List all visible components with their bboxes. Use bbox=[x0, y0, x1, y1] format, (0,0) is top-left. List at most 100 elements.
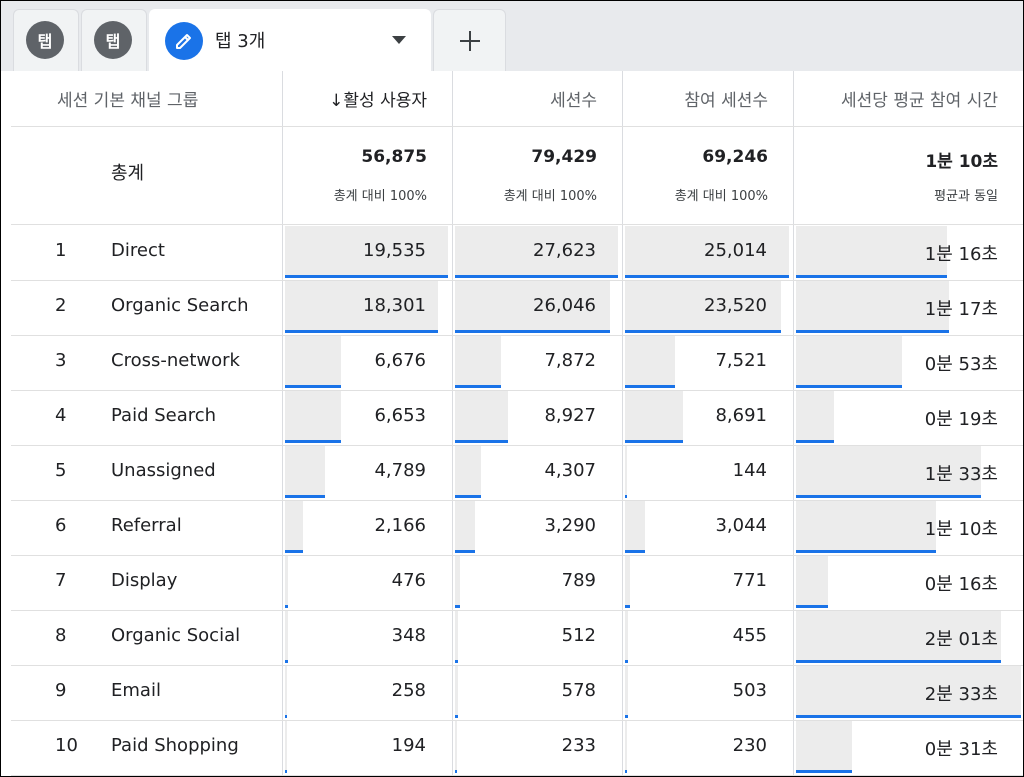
avg-engagement-cell: 2분 01초 bbox=[794, 611, 1023, 665]
row-divider bbox=[11, 720, 1023, 721]
avg-engagement-cell: 1분 17초 bbox=[794, 281, 1023, 335]
engaged-sessions-bar bbox=[625, 391, 683, 441]
engaged-sessions-cell: 455 bbox=[623, 611, 793, 665]
column-divider bbox=[282, 71, 283, 775]
channel-name[interactable]: Direct bbox=[111, 240, 165, 261]
active-users-value: 19,535 bbox=[363, 240, 426, 261]
add-tab-button[interactable] bbox=[433, 9, 506, 72]
row-divider bbox=[11, 445, 1023, 446]
sessions-value: 3,290 bbox=[544, 515, 596, 536]
avg-engagement-bar-underline bbox=[796, 550, 936, 553]
avg-engagement-cell: 2분 33초 bbox=[794, 666, 1023, 720]
sessions-value: 578 bbox=[561, 680, 596, 701]
tab-active[interactable]: 탭 3개 bbox=[149, 9, 431, 73]
active-users-value: 4,789 bbox=[374, 460, 426, 481]
row-divider bbox=[11, 335, 1023, 336]
header-channel-group[interactable]: 세션 기본 채널 그룹 bbox=[57, 90, 199, 111]
active-users-bar-underline bbox=[285, 770, 287, 773]
table-row[interactable]: 1 Direct 19,535 27,623 25,014 1분 16초 bbox=[11, 226, 1023, 281]
sessions-cell: 26,046 bbox=[453, 281, 622, 335]
channel-name[interactable]: Organic Search bbox=[111, 295, 249, 316]
sessions-value: 4,307 bbox=[544, 460, 596, 481]
report-table: 세션 기본 채널 그룹 ↓활성 사용자 세션수 참여 세션수 세션당 평균 참여… bbox=[11, 71, 1023, 776]
tab-bar: 탭 탭 탭 3개 bbox=[1, 1, 1023, 73]
edit-button[interactable] bbox=[165, 22, 203, 60]
channel-name[interactable]: Organic Social bbox=[111, 625, 241, 646]
header-avg-engagement[interactable]: 세션당 평균 참여 시간 bbox=[841, 90, 998, 111]
avg-engagement-bar-underline bbox=[796, 660, 1001, 663]
active-users-bar bbox=[285, 666, 287, 716]
chevron-down-icon[interactable] bbox=[392, 36, 406, 44]
sessions-bar-underline bbox=[455, 440, 508, 443]
sessions-bar bbox=[455, 611, 458, 661]
table-row[interactable]: 6 Referral 2,166 3,290 3,044 1분 10초 bbox=[11, 501, 1023, 556]
avg-engagement-cell: 1분 10초 bbox=[794, 501, 1023, 555]
table-row[interactable]: 8 Organic Social 348 512 455 2분 01초 bbox=[11, 611, 1023, 666]
sessions-value: 789 bbox=[561, 570, 596, 591]
header-engaged-sessions[interactable]: 참여 세션수 bbox=[684, 90, 768, 111]
table-row[interactable]: 10 Paid Shopping 194 233 230 0분 31초 bbox=[11, 721, 1023, 776]
tab-2[interactable]: 탭 bbox=[81, 9, 147, 72]
sessions-bar-underline bbox=[455, 660, 458, 663]
engaged-sessions-bar-underline bbox=[625, 330, 781, 333]
avg-engagement-bar-underline bbox=[796, 440, 834, 443]
total-avg-engagement: 1분 10초 bbox=[925, 152, 998, 172]
avg-engagement-value: 1분 16초 bbox=[924, 244, 998, 265]
engaged-sessions-bar-underline bbox=[625, 715, 628, 718]
table-row[interactable]: 3 Cross-network 6,676 7,872 7,521 0분 53초 bbox=[11, 336, 1023, 391]
active-tab-label: 탭 3개 bbox=[215, 31, 266, 52]
sessions-bar-underline bbox=[455, 330, 610, 333]
active-users-cell: 6,653 bbox=[283, 391, 452, 445]
engaged-sessions-bar bbox=[625, 226, 789, 276]
active-users-bar bbox=[285, 446, 325, 496]
engaged-sessions-cell: 7,521 bbox=[623, 336, 793, 390]
channel-name[interactable]: Unassigned bbox=[111, 460, 216, 481]
table-row[interactable]: 2 Organic Search 18,301 26,046 23,520 1분 17초 bbox=[11, 281, 1023, 336]
channel-name[interactable]: Email bbox=[111, 680, 161, 701]
engaged-sessions-cell: 503 bbox=[623, 666, 793, 720]
channel-name[interactable]: Cross-network bbox=[111, 350, 240, 371]
channel-name[interactable]: Paid Search bbox=[111, 405, 217, 426]
engaged-sessions-value: 771 bbox=[732, 570, 767, 591]
sessions-cell: 512 bbox=[453, 611, 622, 665]
sessions-value: 26,046 bbox=[533, 295, 596, 316]
active-users-value: 6,676 bbox=[374, 350, 426, 371]
row-number: 10 bbox=[55, 735, 78, 756]
table-row[interactable]: 4 Paid Search 6,653 8,927 8,691 0분 19초 bbox=[11, 391, 1023, 446]
row-divider bbox=[11, 665, 1023, 666]
channel-name[interactable]: Referral bbox=[111, 515, 182, 536]
channel-name[interactable]: Paid Shopping bbox=[111, 735, 239, 756]
row-number: 6 bbox=[55, 515, 67, 536]
engaged-sessions-bar-underline bbox=[625, 605, 630, 608]
active-users-bar bbox=[285, 391, 341, 441]
table-row[interactable]: 9 Email 258 578 503 2분 33초 bbox=[11, 666, 1023, 721]
row-number: 3 bbox=[55, 350, 67, 371]
header-sessions[interactable]: 세션수 bbox=[550, 90, 597, 111]
table-row[interactable]: 7 Display 476 789 771 0분 16초 bbox=[11, 556, 1023, 611]
sessions-value: 8,927 bbox=[544, 405, 596, 426]
engaged-sessions-bar bbox=[625, 556, 630, 606]
avg-engagement-bar-underline bbox=[796, 605, 828, 608]
avg-engagement-cell: 0분 53초 bbox=[794, 336, 1023, 390]
table-row[interactable]: 5 Unassigned 4,789 4,307 144 1분 33초 bbox=[11, 446, 1023, 501]
active-users-cell: 4,789 bbox=[283, 446, 452, 500]
sessions-bar-underline bbox=[455, 770, 457, 773]
active-users-cell: 258 bbox=[283, 666, 452, 720]
tab-1[interactable]: 탭 bbox=[13, 9, 79, 72]
sessions-bar bbox=[455, 226, 618, 276]
sessions-bar-underline bbox=[455, 715, 458, 718]
row-divider bbox=[11, 500, 1023, 501]
avg-engagement-cell: 0분 19초 bbox=[794, 391, 1023, 445]
engaged-sessions-cell: 3,044 bbox=[623, 501, 793, 555]
sessions-bar bbox=[455, 721, 457, 771]
engaged-sessions-cell: 771 bbox=[623, 556, 793, 610]
engaged-sessions-cell: 8,691 bbox=[623, 391, 793, 445]
channel-name[interactable]: Display bbox=[111, 570, 178, 591]
active-users-cell: 6,676 bbox=[283, 336, 452, 390]
engaged-sessions-cell: 230 bbox=[623, 721, 793, 775]
avg-engagement-bar bbox=[796, 226, 947, 276]
sessions-cell: 789 bbox=[453, 556, 622, 610]
active-users-bar-underline bbox=[285, 440, 341, 443]
header-active-users[interactable]: ↓활성 사용자 bbox=[329, 90, 427, 111]
sessions-value: 27,623 bbox=[533, 240, 596, 261]
